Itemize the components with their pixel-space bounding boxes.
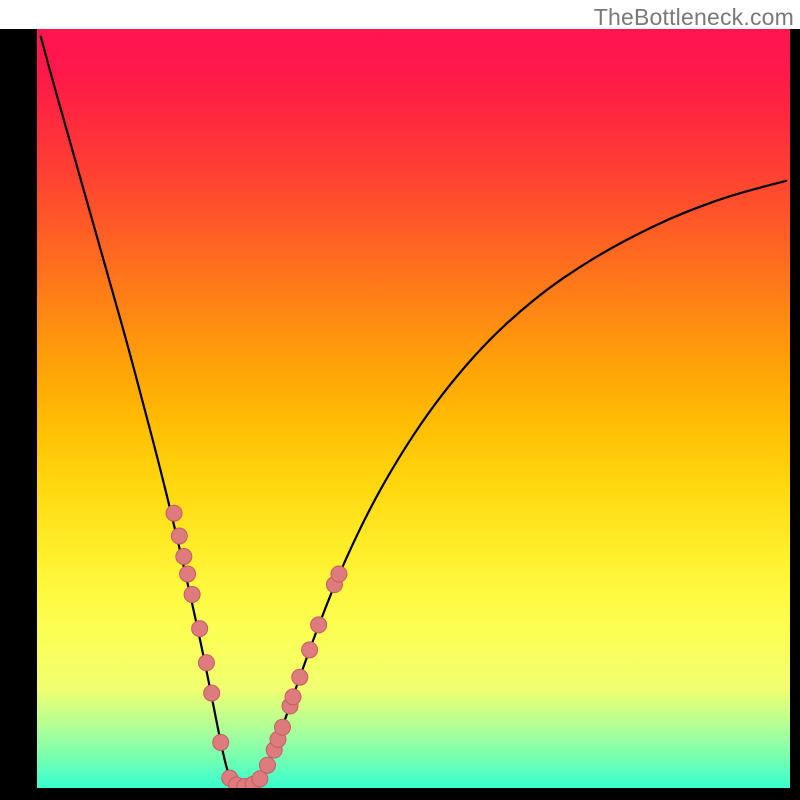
bottleneck-chart	[0, 0, 800, 800]
marker-point	[302, 642, 318, 658]
marker-point	[184, 586, 200, 602]
marker-point	[166, 505, 182, 521]
watermark-text: TheBottleneck.com	[594, 4, 794, 31]
marker-point	[285, 689, 301, 705]
marker-point	[274, 719, 290, 735]
marker-point	[176, 549, 192, 565]
bottom-black-margin	[0, 788, 800, 800]
left-black-margin	[0, 29, 37, 800]
chart-gradient-bg	[37, 29, 790, 788]
marker-point	[192, 621, 208, 637]
marker-point	[180, 566, 196, 582]
marker-point	[259, 757, 275, 773]
marker-point	[204, 685, 220, 701]
marker-point	[311, 617, 327, 633]
marker-point	[292, 669, 308, 685]
right-black-margin	[790, 29, 800, 800]
marker-point	[171, 528, 187, 544]
marker-point	[331, 566, 347, 582]
marker-point	[213, 734, 229, 750]
marker-point	[198, 655, 214, 671]
